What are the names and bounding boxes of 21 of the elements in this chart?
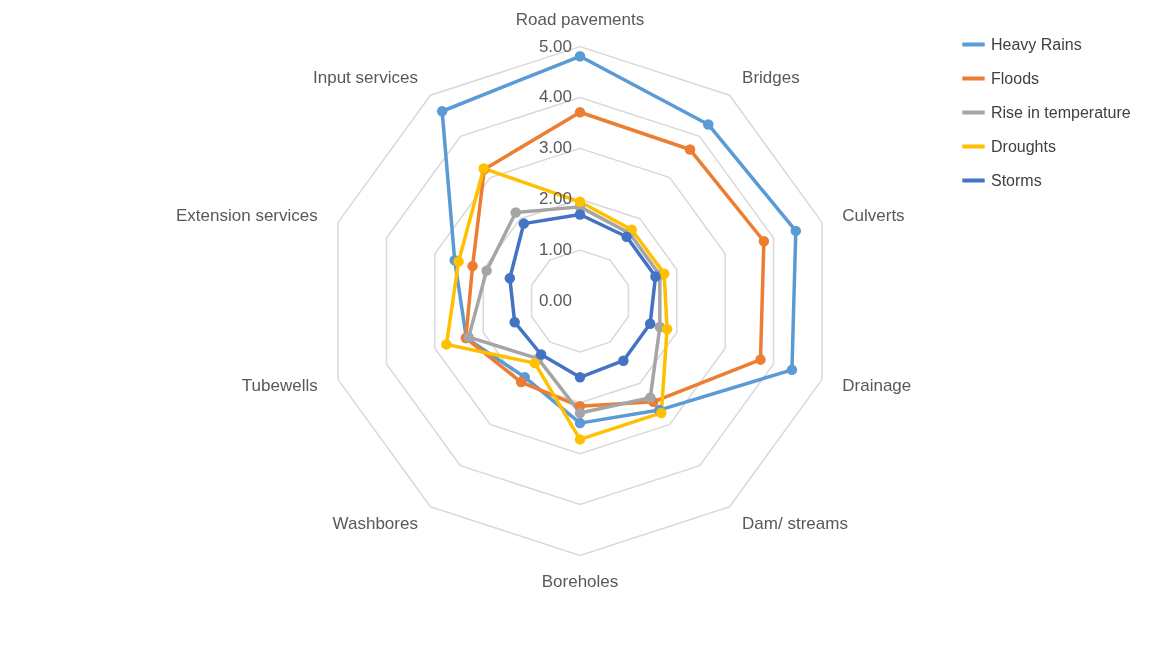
y-tick-label: 2.00 <box>538 189 572 209</box>
legend-label: Heavy Rains <box>991 35 1082 53</box>
spoke-label: Tubewells <box>241 376 318 396</box>
spoke-label: Dam/ streams <box>742 514 848 534</box>
spoke-label: Culverts <box>842 205 905 225</box>
y-tick-label: 5.00 <box>538 36 572 56</box>
legend-label: Rise in temperature <box>991 103 1131 121</box>
spoke-label: Boreholes <box>541 571 619 591</box>
spoke-label: Bridges <box>742 67 800 87</box>
y-tick-label: 4.00 <box>538 87 572 107</box>
y-tick-label: 0.00 <box>538 291 572 310</box>
legend-label: Droughts <box>991 137 1056 155</box>
legend-label: Storms <box>991 171 1042 189</box>
spoke-label: Input services <box>313 67 418 87</box>
spoke-label: Washbores <box>332 514 418 534</box>
legend-label: Floods <box>991 69 1040 87</box>
y-tick-label: 1.00 <box>538 240 572 260</box>
spoke-label: Drainage <box>842 376 912 396</box>
spoke-label: Road pavements <box>515 10 645 30</box>
y-tick-label: 3.00 <box>538 138 572 158</box>
spoke-label: Extension services <box>176 205 318 225</box>
